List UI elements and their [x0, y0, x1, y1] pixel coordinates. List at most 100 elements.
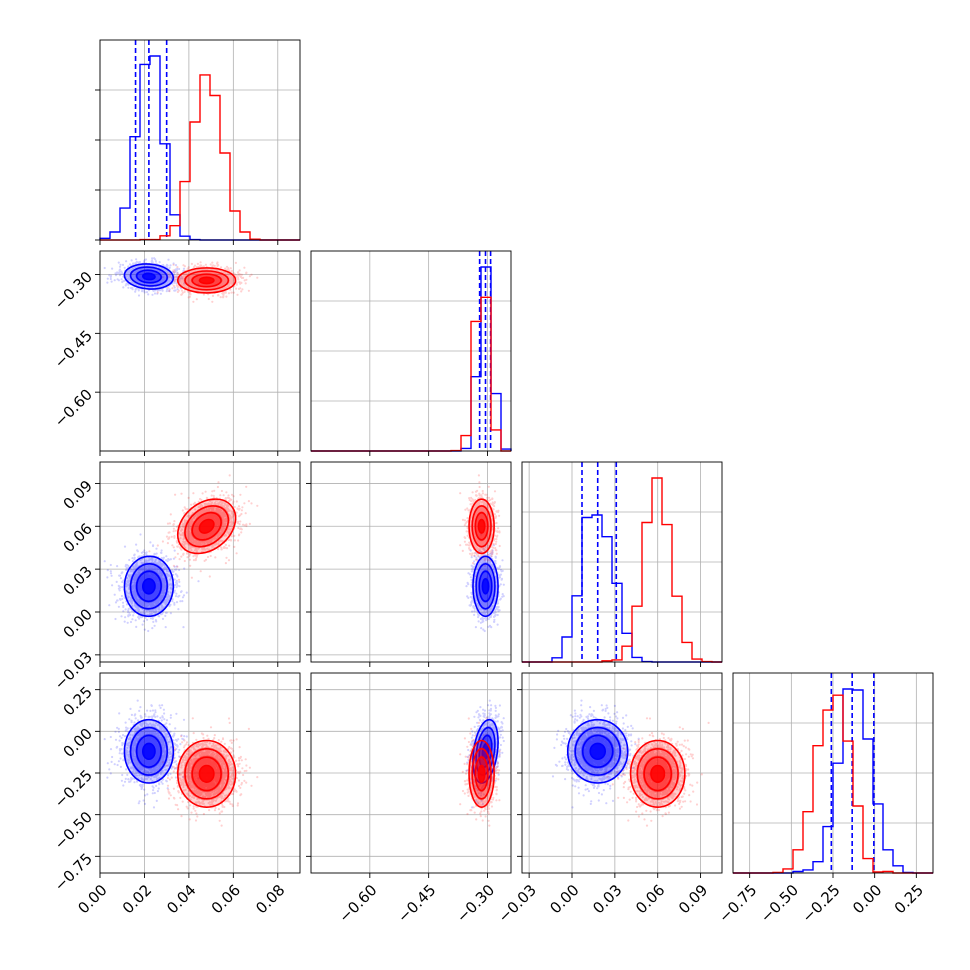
scatter-point	[145, 552, 148, 556]
scatter-point	[175, 582, 179, 585]
scatter-point	[227, 559, 231, 562]
scatter-point	[156, 289, 159, 292]
scatter-point	[119, 598, 122, 602]
scatter-point	[144, 258, 148, 261]
scatter-point	[224, 267, 227, 270]
scatter-point	[131, 287, 134, 290]
scatter-point	[239, 520, 242, 523]
scatter-point	[103, 560, 106, 563]
scatter-point	[118, 269, 121, 272]
scatter-point	[106, 576, 109, 579]
scatter-point	[230, 269, 233, 272]
scatter-point	[174, 289, 177, 292]
scatter-point	[237, 287, 241, 290]
scatter-point	[171, 569, 174, 572]
scatter-point	[153, 257, 156, 260]
scatter-point	[216, 264, 219, 267]
scatter-point	[182, 626, 185, 629]
scatter-point	[148, 550, 151, 553]
scatter-point	[134, 290, 137, 293]
scatter-point	[177, 578, 181, 581]
scatter-point	[150, 267, 153, 270]
scatter-point	[118, 265, 122, 268]
scatter-point	[149, 541, 152, 544]
scatter-point	[167, 258, 170, 261]
scatter-point	[243, 502, 246, 505]
scatter-point	[147, 270, 151, 274]
scatter-point	[122, 286, 125, 289]
scatter-point	[173, 269, 176, 273]
scatter-point	[136, 280, 139, 283]
scatter-point	[235, 283, 238, 286]
scatter-point	[164, 611, 168, 614]
scatter-point	[125, 566, 128, 570]
scatter-point	[146, 618, 149, 621]
scatter-point	[127, 286, 130, 289]
scatter-point	[156, 291, 159, 294]
scatter-point	[116, 565, 119, 568]
scatter-point	[150, 280, 153, 283]
scatter-point	[159, 292, 162, 295]
scatter-point	[166, 560, 169, 563]
scatter-point	[125, 282, 129, 285]
scatter-point	[123, 545, 127, 548]
scatter-point	[161, 612, 164, 615]
scatter-point	[114, 601, 118, 604]
scatter-point	[122, 610, 125, 613]
scatter-point	[178, 568, 181, 572]
scatter-point	[241, 288, 244, 291]
scatter-point	[132, 614, 135, 617]
scatter-point	[141, 288, 144, 292]
scatter-point	[237, 274, 241, 277]
scatter-point	[161, 278, 164, 281]
scatter-point	[229, 267, 232, 270]
scatter-point	[256, 276, 259, 279]
scatter-point	[120, 270, 123, 273]
scatter-point	[132, 262, 135, 265]
scatter-point	[152, 289, 155, 292]
scatter-point	[244, 282, 247, 285]
scatter-point	[161, 289, 164, 292]
scatter-point	[135, 270, 138, 273]
scatter-point	[154, 619, 157, 622]
scatter-point	[135, 625, 138, 629]
scatter-point	[151, 544, 155, 548]
scatter-point	[143, 628, 146, 631]
scatter-point	[173, 549, 176, 552]
scatter-point	[238, 269, 241, 272]
scatter-point	[168, 266, 171, 269]
scatter-point	[111, 267, 114, 270]
scatter-point	[135, 543, 138, 546]
scatter-point	[219, 296, 222, 299]
scatter-point	[162, 275, 165, 278]
scatter-point	[138, 275, 141, 278]
scatter-point	[155, 274, 158, 277]
scatter-point	[211, 261, 214, 264]
scatter-point	[110, 574, 113, 577]
scatter-point	[204, 490, 207, 493]
scatter-point	[103, 266, 106, 270]
scatter-point	[188, 295, 191, 298]
scatter-point	[216, 261, 219, 264]
scatter-point	[183, 290, 186, 293]
scatter-point	[122, 280, 125, 283]
scatter-point	[227, 292, 231, 295]
scatter-point	[109, 277, 112, 281]
scatter-point	[199, 261, 202, 264]
scatter-point	[169, 264, 172, 267]
scatter-point	[136, 549, 139, 552]
scatter-point	[145, 270, 148, 274]
scatter-point	[134, 619, 137, 622]
scatter-point	[147, 629, 150, 633]
scatter-point	[142, 620, 145, 623]
scatter-point	[153, 279, 156, 282]
scatter-point	[174, 264, 178, 267]
scatter-point	[187, 496, 190, 499]
scatter-point	[117, 261, 120, 264]
scatter-point	[108, 604, 111, 607]
scatter-point	[224, 562, 227, 565]
scatter-point	[126, 277, 129, 280]
scatter-point	[225, 265, 229, 268]
scatter-point	[176, 290, 179, 294]
scatter-point	[117, 279, 120, 282]
